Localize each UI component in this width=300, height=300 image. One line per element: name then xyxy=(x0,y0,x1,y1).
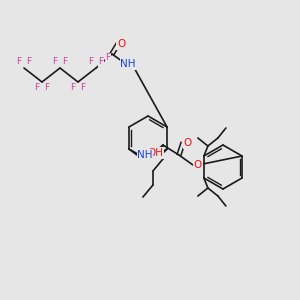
Text: NH: NH xyxy=(137,150,153,160)
Text: F: F xyxy=(44,83,50,92)
Text: O: O xyxy=(184,138,192,148)
Text: NH: NH xyxy=(120,59,136,69)
Text: F: F xyxy=(88,58,94,67)
Text: F: F xyxy=(98,58,104,67)
Text: F: F xyxy=(34,83,40,92)
Text: O: O xyxy=(117,39,125,49)
Text: F: F xyxy=(26,58,32,67)
Text: F: F xyxy=(70,83,76,92)
Text: F: F xyxy=(80,83,86,92)
Text: F: F xyxy=(52,58,58,67)
Text: F: F xyxy=(62,58,68,67)
Text: F: F xyxy=(16,58,22,67)
Text: OH: OH xyxy=(147,148,163,158)
Text: O: O xyxy=(194,160,202,170)
Text: F: F xyxy=(105,53,111,62)
